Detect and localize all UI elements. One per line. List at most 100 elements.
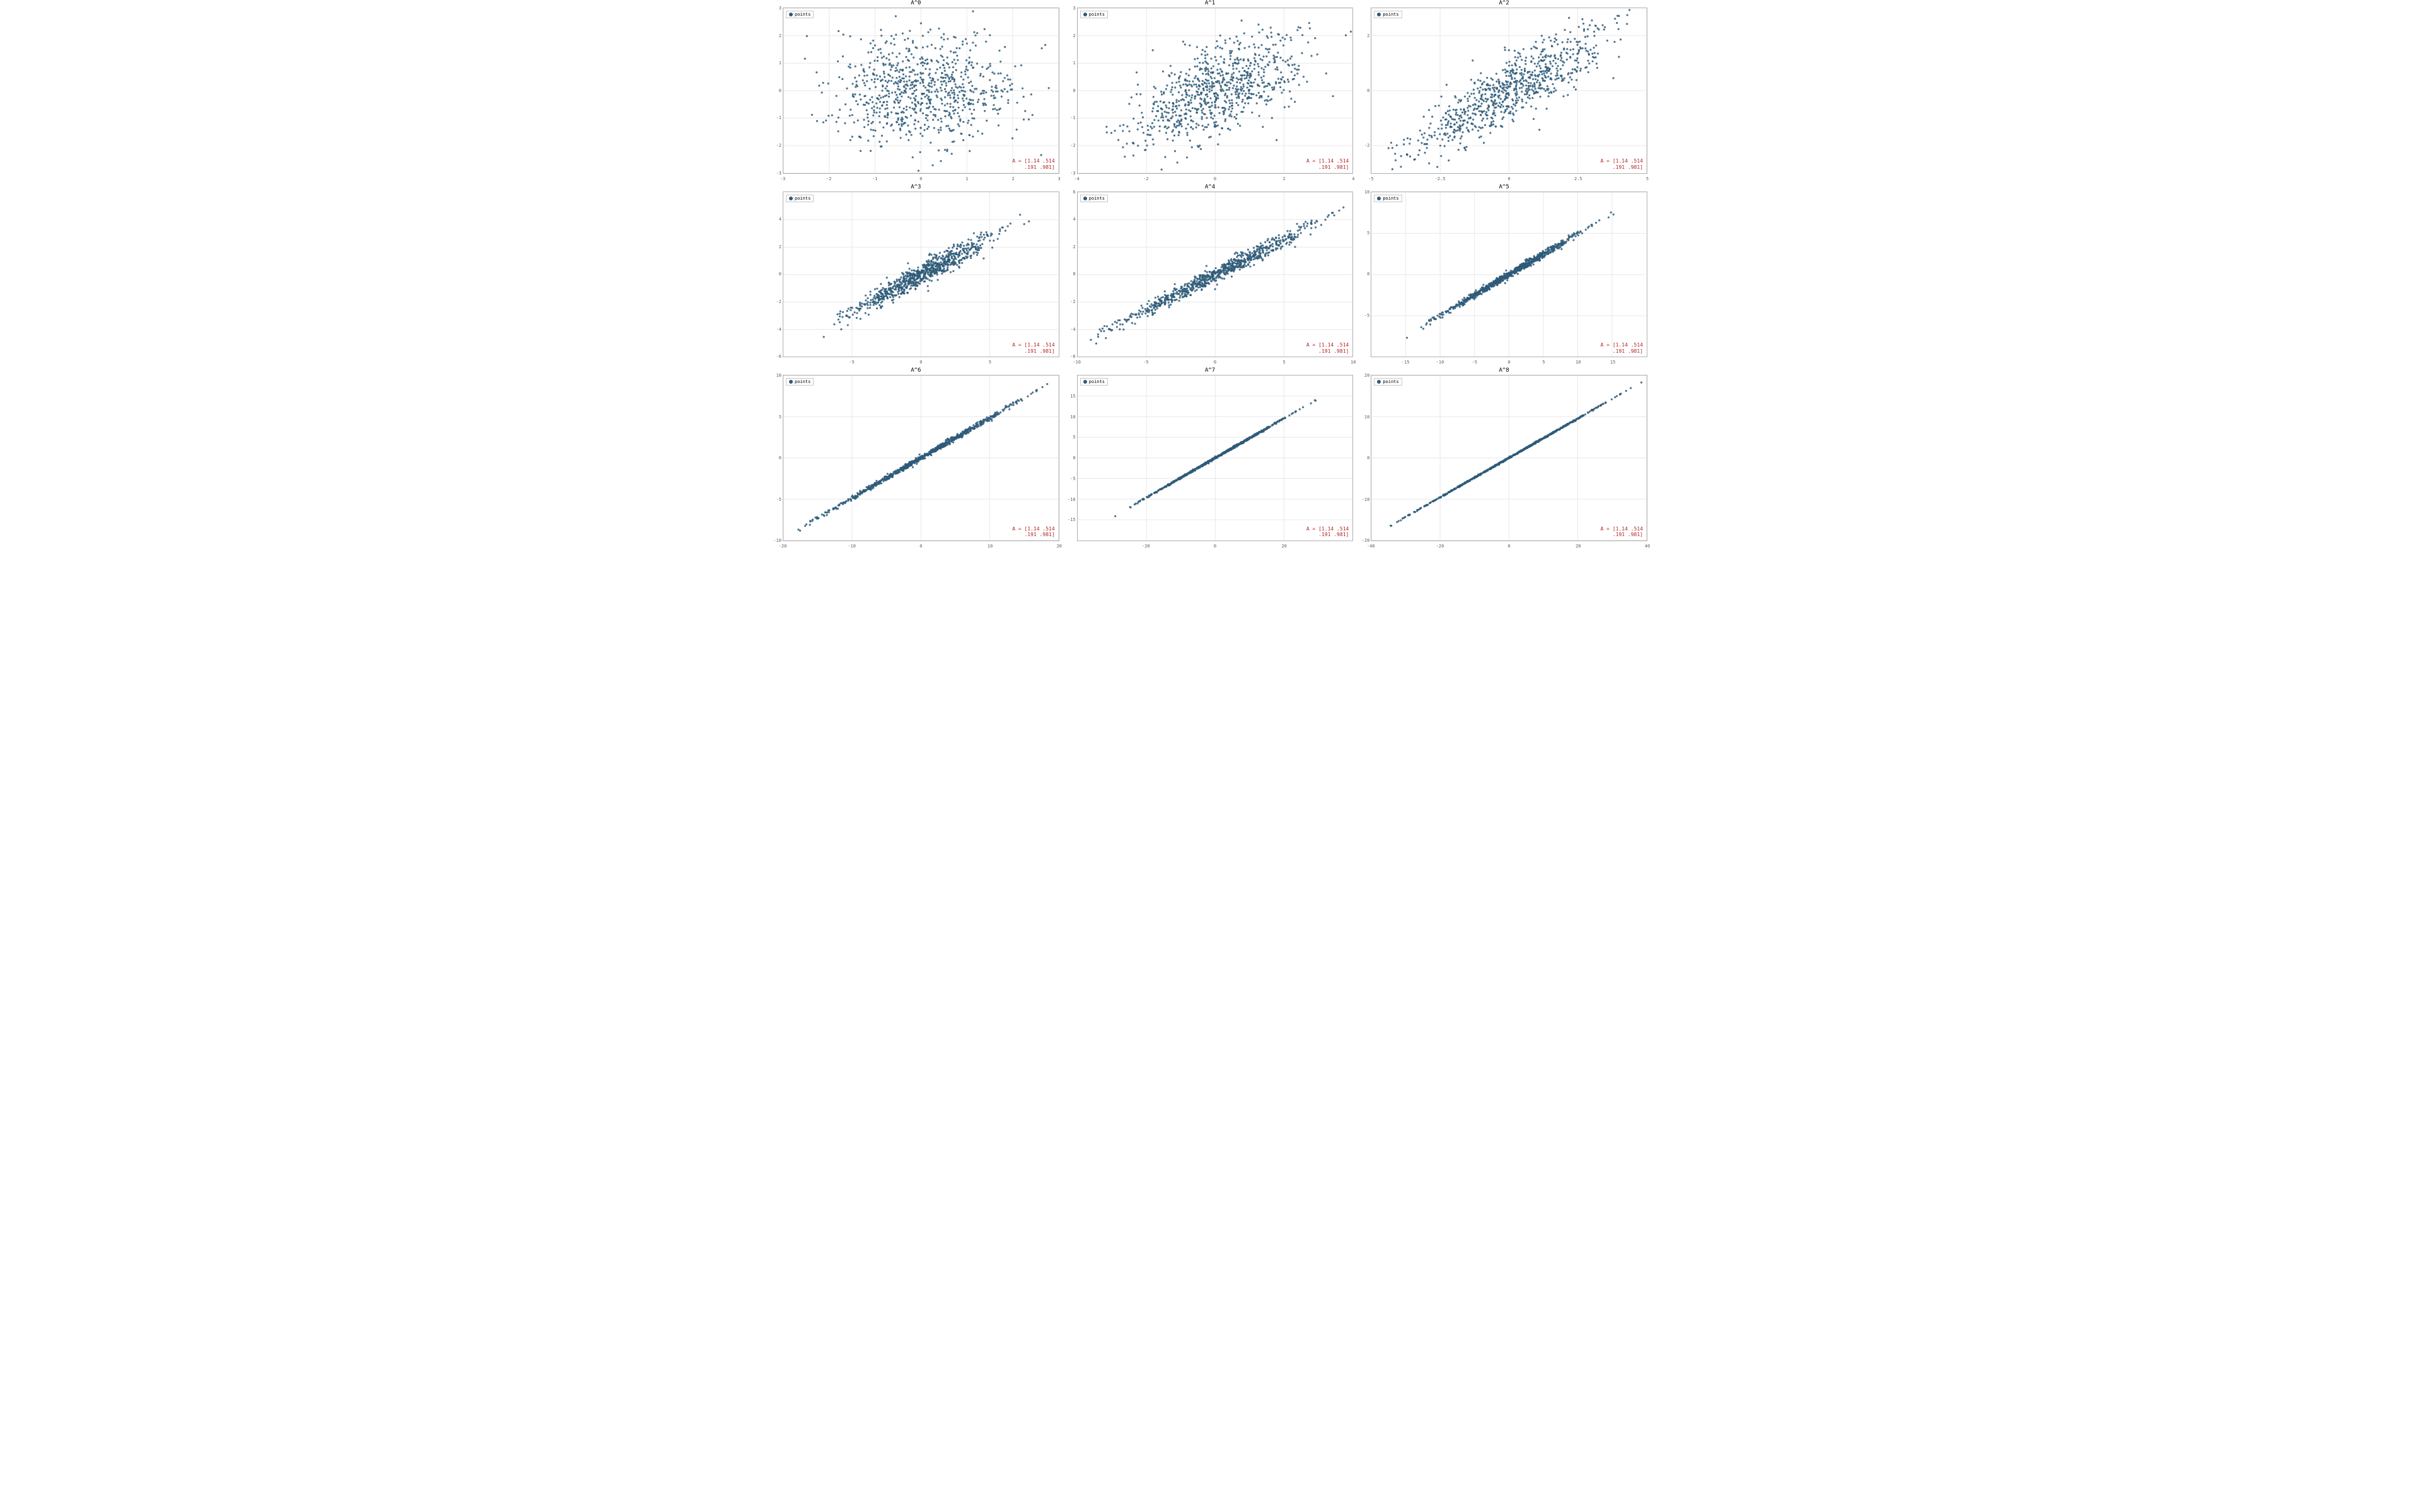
matrix-annotation: A = [1.14 .514 .191 .981] [1598,526,1643,538]
legend-marker-icon [1083,380,1087,384]
y-tick-label: -2 [776,143,781,148]
plot-area: -6-4-2024pointsA = [1.14 .514 .191 .981] [783,192,1059,358]
y-tick-label: 0 [779,88,781,93]
y-tick-label: 3 [779,6,781,11]
x-tick-row: -20-1001020 [783,544,1059,551]
y-tick-label: 6 [1073,190,1075,195]
chart-title: A^3 [769,184,1063,190]
plot-area: -3-2-10123pointsA = [1.14 .514 .191 .981… [783,8,1059,174]
x-tick-label: 5 [1542,360,1545,365]
y-tick-label: 10 [1364,415,1369,420]
x-tick-label: 0 [1214,360,1216,365]
x-tick-label: -5 [1368,176,1373,181]
y-tick-label: -4 [1070,327,1075,332]
x-tick-label: 15 [1610,360,1615,365]
scatter-svg [1078,375,1353,541]
legend: points [1080,195,1108,202]
x-tick-label: 10 [988,544,993,549]
y-tick-label: -4 [776,327,781,332]
x-tick-row: -5 0 5 [783,360,1059,367]
chart-panel: A^0-3-2-10123pointsA = [1.14 .514 .191 .… [769,0,1063,184]
y-tick-label: 4 [1073,217,1075,222]
chart-title: A^1 [1063,0,1357,6]
y-tick-label: 3 [1073,6,1075,11]
scatter-svg [783,375,1059,541]
x-tick-label: -2.5 [1435,176,1446,181]
y-tick-label: -1 [1070,115,1075,120]
y-tick-label: 0 [1073,88,1075,93]
legend-label: points [1089,196,1105,201]
x-tick-label: 1 [965,176,968,181]
y-tick-label: 10 [1070,415,1075,420]
y-tick-label: 2 [779,244,781,249]
y-tick-label: -3 [776,171,781,176]
y-tick-label: 4 [779,217,781,222]
legend-marker-icon [789,197,793,200]
scatter-svg [1078,192,1353,357]
x-tick-label: -20 [1142,544,1150,549]
x-tick-label: 20 [1576,544,1581,549]
matrix-annotation: A = [1.14 .514 .191 .981] [1009,342,1054,354]
y-tick-label: -1 [776,115,781,120]
y-tick-label: 2 [779,33,781,38]
legend-label: points [1383,12,1398,17]
x-tick-label: 0 [919,360,922,365]
plot-area: -10-50510pointsA = [1.14 .514 .191 .981] [783,375,1059,541]
x-tick-label: 10 [1351,360,1356,365]
x-tick-label: -10 [848,544,856,549]
y-tick-label: -20 [1362,538,1370,543]
x-tick-label: 0 [1508,360,1511,365]
legend-label: points [1089,379,1105,384]
y-tick-label: -2 [776,299,781,304]
chart-panel: A^4-6-4-20246pointsA = [1.14 .514 .191 .… [1063,184,1357,368]
x-tick-label: 4 [1352,176,1354,181]
y-tick-label: 0 [1073,455,1075,461]
x-tick-label: 5 [1646,176,1649,181]
chart-panel: A^5-50510pointsA = [1.14 .514 .191 .981]… [1357,184,1651,368]
matrix-annotation: A = [1.14 .514 .191 .981] [1598,342,1643,354]
x-tick-label: -2 [1143,176,1148,181]
matrix-annotation: A = [1.14 .514 .191 .981] [1303,342,1349,354]
x-tick-row: -3-2-10123 [783,176,1059,184]
legend-label: points [795,12,810,17]
y-tick-label: -10 [1362,497,1370,502]
plot-area: -3-2-10123pointsA = [1.14 .514 .191 .981… [1077,8,1354,174]
x-tick-label: 5 [1283,360,1286,365]
y-tick-label: 2 [1073,33,1075,38]
y-tick-label: 0 [1367,88,1369,93]
legend-marker-icon [1083,13,1087,16]
x-tick-label: 5 [989,360,991,365]
legend-label: points [795,196,810,201]
y-tick-label: 1 [1073,60,1075,66]
x-tick-row: -15-10-5051015 [1371,360,1647,367]
x-tick-label: -5 [849,360,854,365]
x-tick-label: -20 [779,544,787,549]
y-tick-label: 0 [1367,455,1369,461]
x-tick-label: -3 [780,176,785,181]
legend-marker-icon [1083,197,1087,200]
x-tick-label: -10 [1073,360,1081,365]
legend: points [1374,378,1402,386]
chart-title: A^7 [1063,367,1357,374]
y-tick-label: -6 [1070,354,1075,359]
legend: points [1080,11,1108,18]
y-tick-label: -5 [1364,313,1369,318]
scatter-svg [1371,192,1647,357]
legend: points [1374,11,1402,18]
legend: points [1374,195,1402,202]
y-tick-label: 0 [779,272,781,277]
legend: points [786,195,814,202]
y-tick-label: 20 [1364,373,1369,378]
legend-marker-icon [1377,380,1381,384]
y-tick-label: -15 [1068,517,1076,522]
x-tick-label: 2 [1283,176,1286,181]
matrix-annotation: A = [1.14 .514 .191 .981] [1303,526,1349,538]
plot-area: -20-1001020pointsA = [1.14 .514 .191 .98… [1371,375,1647,541]
chart-title: A^2 [1357,0,1651,6]
y-tick-label: -2 [1364,143,1369,148]
y-tick-label: -6 [776,354,781,359]
x-tick-label: 0 [1214,544,1216,549]
y-tick-label: 5 [1367,231,1369,236]
chart-panel: A^2-202pointsA = [1.14 .514 .191 .981]-5… [1357,0,1651,184]
scatter-svg [783,8,1059,173]
